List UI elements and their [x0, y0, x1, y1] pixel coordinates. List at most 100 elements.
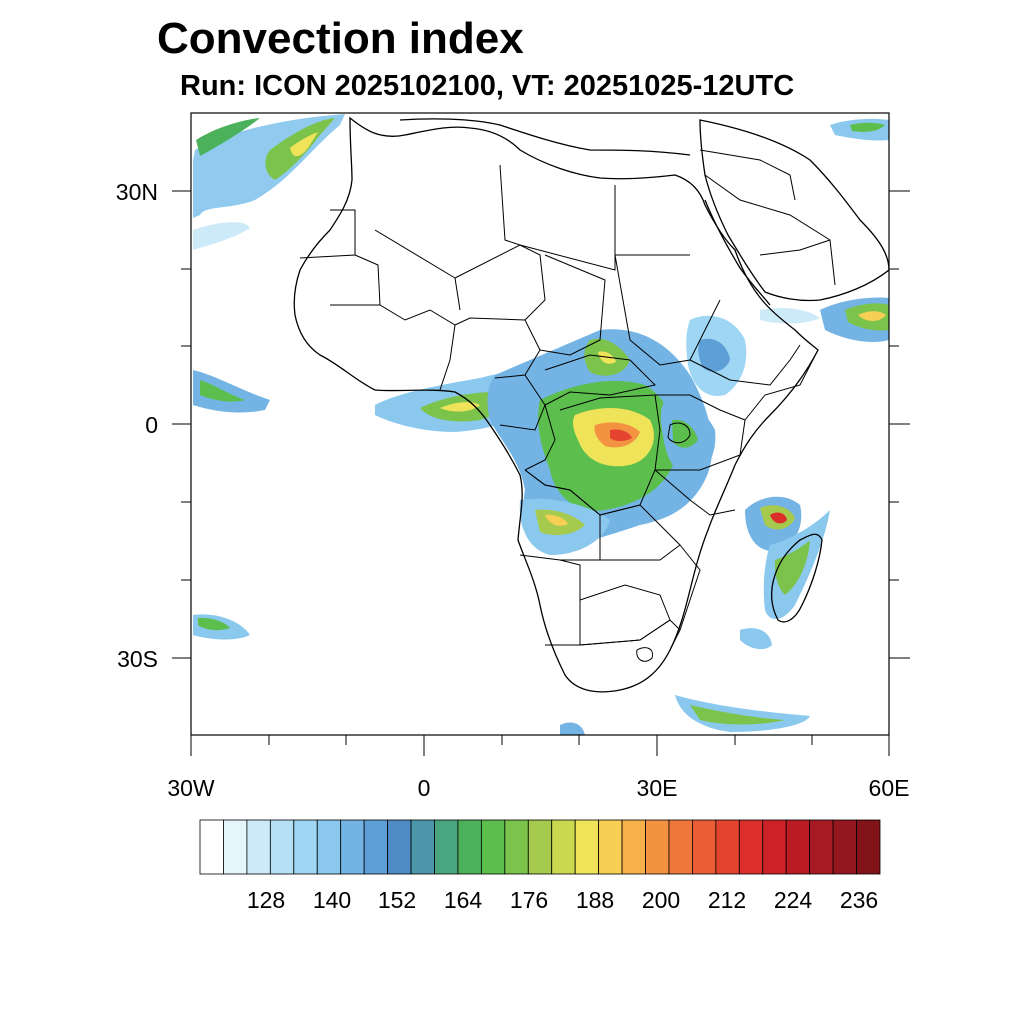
levant-borders [699, 149, 796, 201]
chart-title: Convection index [157, 14, 524, 63]
border-somalia [744, 349, 819, 421]
field-northeast-core [850, 122, 885, 132]
colorbar-label: 236 [839, 887, 879, 913]
colorbar-swatch [621, 819, 646, 875]
border-egypt [614, 185, 690, 256]
field-gulf-of-aden [760, 307, 820, 324]
colorbar-swatch [785, 819, 811, 875]
border-mali-algeria [374, 229, 461, 311]
field-atlantic-patch [193, 222, 250, 250]
colorbar-label: 128 [246, 887, 286, 913]
border-namibia [545, 559, 581, 646]
colorbar-swatch [410, 819, 435, 875]
colorbar-swatch [762, 819, 787, 875]
arabia-coastline [699, 119, 889, 302]
border-botswana [579, 584, 671, 646]
lat-label-30n: 30N [115, 179, 158, 205]
lon-label-30e: 30E [636, 775, 678, 801]
colorbar-swatch [856, 819, 881, 875]
colorbar-label: 224 [773, 887, 813, 913]
field-southern-ocean-patch [560, 722, 585, 735]
colorbar-swatch [809, 819, 834, 875]
lon-label-60e: 60E [868, 775, 910, 801]
colorbar-label: 200 [641, 887, 681, 913]
colorbar-label: 212 [707, 887, 747, 913]
field-congo-red [610, 429, 632, 441]
colorbar-swatch [293, 819, 318, 875]
colorbar-swatch [246, 819, 271, 875]
colorbar-label: 152 [377, 887, 417, 913]
border-mauritania [330, 254, 381, 306]
border-congo [524, 404, 556, 471]
colorbar-swatch [223, 819, 248, 875]
border-tanzania [654, 469, 736, 516]
lat-label-30s: 30S [117, 646, 158, 672]
colorbar-swatch [715, 819, 740, 875]
field-north-atlantic-peak [290, 132, 318, 157]
field-atlantic-nw-strip [196, 118, 260, 156]
lat-label-0: 0 [145, 412, 158, 438]
colorbar-swatch [598, 819, 623, 875]
border-sudan [614, 254, 721, 366]
border-south-africa [579, 619, 681, 646]
border-zambia [599, 504, 681, 561]
field-east-atlantic [193, 370, 270, 413]
colorbar-swatch [692, 819, 717, 875]
colorbar-label: 140 [312, 887, 352, 913]
field-lake-core [672, 419, 698, 448]
field-cyclone-eye [770, 512, 787, 524]
convection-field [193, 114, 889, 735]
border-libya [499, 164, 616, 271]
axis-ticks [172, 190, 910, 756]
colorbar-swatch [340, 819, 365, 875]
border-cameroon [499, 374, 546, 431]
colorbar-swatch [668, 819, 693, 875]
field-southern-ocean-core [690, 705, 785, 725]
lake-victoria [667, 422, 691, 444]
field-madagascar-south [740, 628, 772, 650]
colorbar-swatch [527, 819, 553, 875]
chart-subtitle: Run: ICON 2025102100, VT: 20251025-12UTC [180, 70, 795, 102]
border-nigeria [454, 317, 541, 379]
mediterranean-coast [399, 118, 691, 156]
madagascar-coastline [770, 533, 823, 623]
colorbar-swatch [387, 819, 412, 875]
colorbar-swatch [504, 819, 529, 875]
colorbar-label: 164 [443, 887, 483, 913]
red-sea-coast [704, 199, 771, 306]
lon-label-30w: 30W [167, 775, 215, 801]
colorbar-swatch [645, 819, 670, 875]
field-madagascar-core [774, 540, 810, 595]
field-south-atlantic-core [198, 617, 230, 631]
colorbar-swatch [457, 819, 482, 875]
border-west-africa [379, 304, 456, 391]
field-ethiopia-core [698, 338, 730, 372]
colorbar-swatch [574, 819, 600, 875]
arabia-borders [704, 174, 836, 286]
field-angola-peak [545, 514, 568, 526]
border-sahara-west [299, 209, 356, 259]
field-southern-ocean [675, 695, 810, 732]
colorbar-swatch [480, 819, 506, 875]
africa-coastline [293, 116, 819, 693]
colorbar-swatch [434, 819, 459, 875]
colorbar-swatch [551, 819, 576, 875]
colorbar-label: 188 [575, 887, 615, 913]
field-arabian-sea-peak [858, 311, 886, 322]
colorbar-swatch [363, 819, 388, 875]
border-ethiopia [689, 344, 801, 386]
colorbar [199, 819, 881, 875]
colorbar-swatch [199, 819, 224, 875]
border-car [544, 354, 656, 406]
lesotho [636, 647, 654, 662]
border-mozambique [669, 544, 701, 651]
border-niger [454, 244, 546, 321]
colorbar-swatch [832, 819, 857, 875]
colorbar-label: 176 [509, 887, 549, 913]
field-east-atlantic-core [200, 380, 245, 402]
field-gulf-peak [440, 402, 480, 412]
colorbar-swatch [269, 819, 295, 875]
lon-label-0: 0 [417, 775, 431, 801]
country-borders [299, 149, 836, 662]
